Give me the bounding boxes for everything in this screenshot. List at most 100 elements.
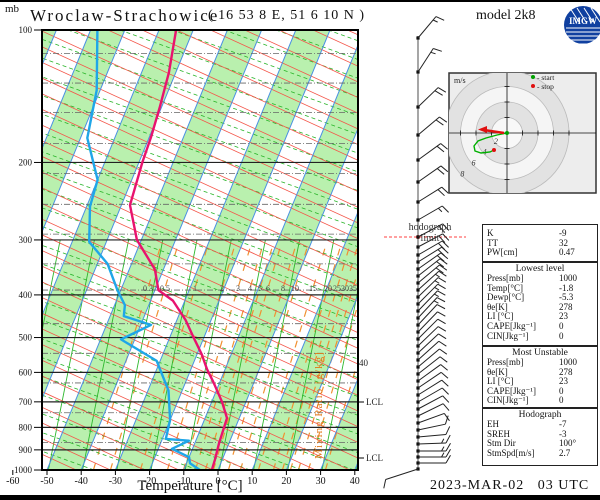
barb-feather [442, 233, 450, 241]
dry-adiabat-line [42, 328, 350, 470]
row-label: Temp[°C] [487, 282, 523, 293]
mixing-ratio-line [166, 241, 237, 470]
dry-adiabat-line [42, 234, 358, 381]
row-label: K [487, 228, 494, 238]
table-row: TT 32 [483, 237, 597, 249]
wind-barb [416, 252, 449, 271]
row-label: Stm Dir [487, 438, 516, 449]
wetbulb-line [82, 239, 130, 470]
dry-adiabat-line [42, 140, 358, 287]
mixing-ratio-line [257, 241, 328, 470]
isotherm-line [320, 377, 358, 470]
temperature-curve [128, 30, 229, 470]
mixing-ratio-axis-title: Mixing Ratio [g/kg] [313, 351, 325, 459]
wind-barb [416, 233, 450, 249]
barb-shaft [417, 240, 443, 256]
barb-feather [439, 356, 448, 363]
barb-shaft [417, 423, 446, 431]
page-title: Wroclaw-Strachowice [30, 6, 220, 25]
row-label: PW[cm] [487, 247, 518, 258]
barb-feather [438, 235, 446, 243]
pressure-tick-label: 600 [19, 367, 33, 377]
barb-shaft [417, 434, 446, 438]
barb-feather [437, 326, 447, 332]
dry-adiabat-line [42, 187, 358, 334]
logo-hatch [583, 7, 594, 23]
barb-feather [435, 119, 444, 126]
temp-tick-label: -50 [40, 476, 53, 487]
barb-feather [441, 452, 445, 458]
row-label: EH [487, 419, 499, 429]
barb-shaft [417, 283, 439, 305]
row-label: Dewp[°C] [487, 292, 525, 303]
isotherm-line [80, 30, 263, 470]
table-row: CAPE[Jkg⁻¹] 0 [483, 321, 597, 332]
wind-barb [416, 143, 448, 162]
row-label: CIN[Jkg⁻¹] [487, 395, 529, 406]
barb-feather [442, 403, 450, 411]
barb-feather [438, 333, 447, 340]
wind-barb [416, 318, 446, 341]
dry-adiabat-line [42, 77, 358, 224]
row-value: -9 [559, 228, 567, 238]
dry-adiabat-line [42, 218, 358, 365]
mixing-ratio-value: 0.5 [160, 284, 170, 293]
table-box-indices: K -9 TT 32 PW[cm] 0.47 [482, 224, 598, 262]
row-value: -3 [559, 428, 567, 439]
isotherm-line [46, 30, 228, 470]
table-row: Press[mb] 1000 [483, 357, 597, 368]
dry-adiabat-line [42, 297, 358, 443]
table-row: CIN[Jkg⁻¹] 0 [483, 396, 597, 406]
row-value: 100° [559, 438, 577, 449]
mixing-ratio-line [227, 241, 298, 470]
dewpoint-curve [86, 30, 201, 470]
barb-shaft [417, 364, 441, 382]
row-value: 2.7 [559, 447, 571, 458]
table-row: CAPE[Jkg⁻¹] 0 [483, 385, 597, 397]
table-row: CIN[Jkg⁻¹] 0 [483, 330, 597, 342]
pressure-tick-label: 900 [19, 445, 33, 455]
legend-stop-text: - stop [537, 82, 554, 91]
hodograph-ring-label: 8 [460, 169, 464, 178]
dry-adiabat-line [73, 30, 358, 161]
run-datetime: 2023-MAR-02 03 UTC [430, 478, 590, 493]
row-value: 0 [559, 330, 564, 341]
row-value: 32 [559, 237, 568, 248]
temp-tick-label: -10 [177, 476, 190, 487]
row-value: 0 [559, 385, 564, 396]
table-row: LI [°C] 23 [483, 377, 597, 387]
temp-tick-label: 40 [350, 476, 360, 487]
row-label: CIN[Jkg⁻¹] [487, 330, 529, 341]
dry-adiabat-line [42, 30, 358, 177]
table-box-lowest-level: Lowest level Press[mb] 1000 Temp[°C] -1.8 Dew… [482, 262, 598, 346]
dry-adiabat-line [142, 30, 358, 130]
lcl-label-upper: LCL [366, 397, 383, 407]
wetbulb-line [116, 239, 164, 470]
imgw-logo: IMGW [564, 6, 600, 45]
row-value: 23 [559, 311, 568, 322]
barb-shaft [417, 318, 439, 340]
barb-shaft [417, 403, 444, 417]
mixing-ratio-line [297, 269, 358, 470]
hodograph-unit-label: m/s [454, 76, 466, 85]
barb-feather [438, 270, 447, 277]
wind-barb [416, 333, 447, 355]
barb-feather [436, 304, 446, 310]
barb-feather [436, 255, 445, 262]
barb-feather [441, 186, 449, 194]
dry-adiabat-line [176, 30, 358, 114]
barb-feather [437, 318, 446, 325]
mixing-ratio-line [109, 241, 180, 470]
dry-adiabat-line [42, 124, 358, 271]
row-label: LI [°C] [487, 311, 514, 322]
barb-feather [383, 479, 387, 489]
temp-tick-label: -60 [6, 476, 19, 487]
mixing-ratio-line [281, 241, 352, 470]
mixing-ratio-40-label: 40 [359, 358, 368, 368]
logo-hatch [576, 7, 587, 23]
barb-shaft [417, 412, 445, 424]
barb-shaft [417, 387, 443, 403]
table-row: EH -7 [483, 419, 597, 430]
barb-shaft [417, 258, 441, 277]
table-row: LI [°C] 23 [483, 312, 597, 322]
